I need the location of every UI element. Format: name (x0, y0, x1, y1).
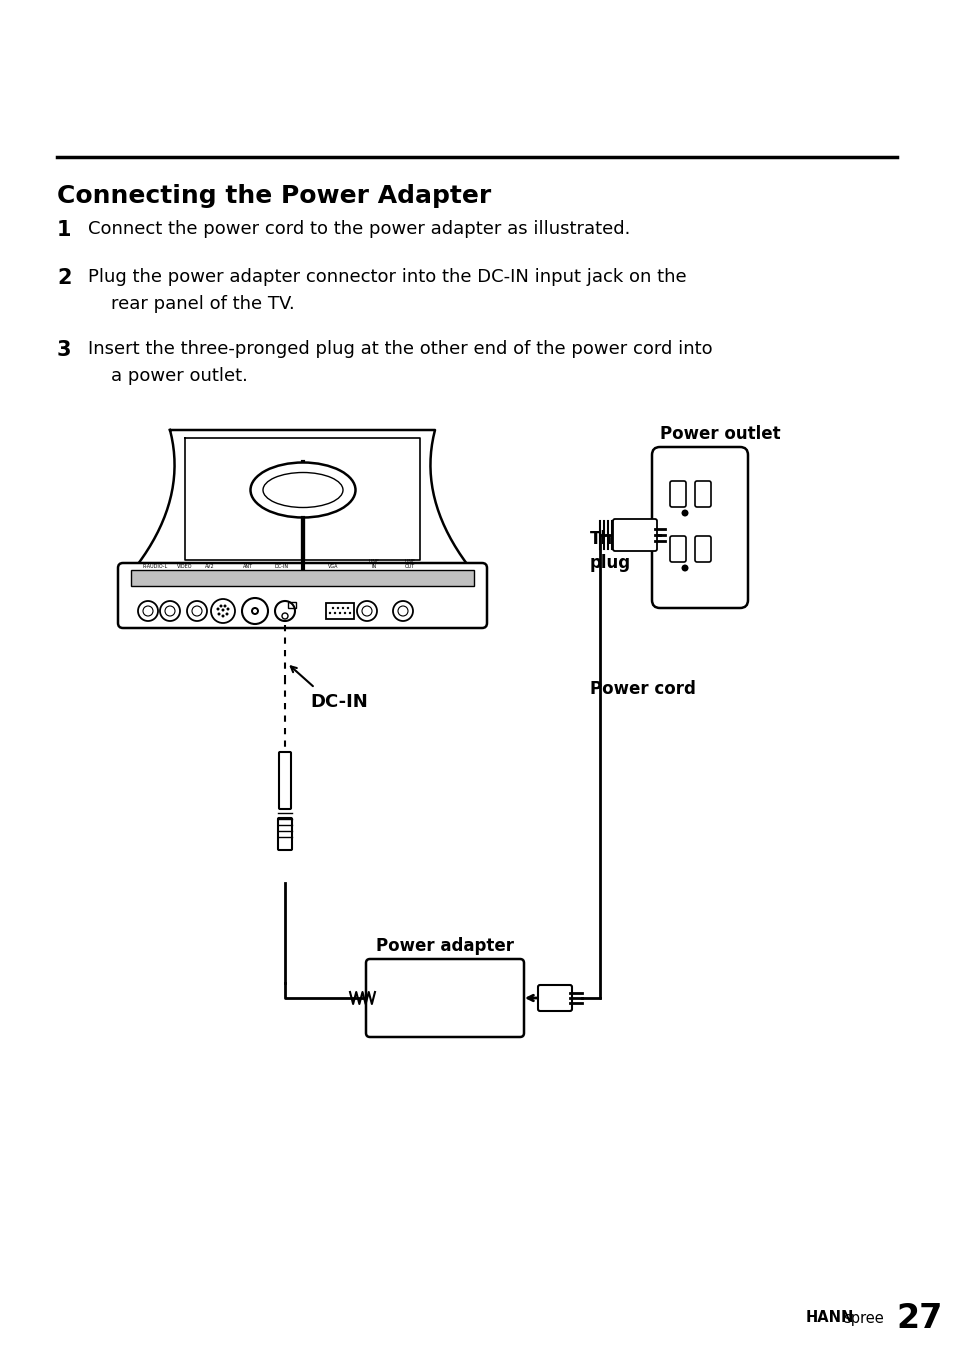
Circle shape (393, 602, 413, 621)
Text: VGA: VGA (328, 564, 338, 569)
Circle shape (187, 602, 207, 621)
Polygon shape (185, 438, 419, 560)
FancyBboxPatch shape (695, 535, 710, 562)
Text: Three-pronged
plug: Three-pronged plug (589, 530, 729, 572)
Text: 2: 2 (57, 268, 71, 288)
Circle shape (334, 612, 335, 614)
Text: Plug the power adapter connector into the DC-IN input jack on the
    rear panel: Plug the power adapter connector into th… (88, 268, 686, 314)
Circle shape (253, 608, 256, 612)
Ellipse shape (251, 462, 355, 518)
Circle shape (217, 612, 220, 615)
Circle shape (223, 604, 226, 607)
Text: 27: 27 (895, 1302, 942, 1334)
Bar (131, 571, 474, 585)
Circle shape (332, 607, 334, 610)
Circle shape (221, 615, 224, 618)
Circle shape (216, 607, 219, 611)
Circle shape (343, 612, 346, 614)
Text: Power outlet: Power outlet (659, 425, 780, 443)
FancyBboxPatch shape (277, 818, 292, 850)
Text: Power adapter: Power adapter (375, 937, 514, 955)
FancyBboxPatch shape (278, 752, 291, 808)
Circle shape (226, 607, 230, 611)
Circle shape (219, 604, 222, 607)
Circle shape (680, 565, 688, 572)
Text: 3: 3 (57, 339, 71, 360)
Text: DC-IN: DC-IN (274, 564, 289, 569)
Text: Connecting the Power Adapter: Connecting the Power Adapter (57, 184, 491, 208)
Circle shape (338, 612, 341, 614)
FancyBboxPatch shape (669, 481, 685, 507)
Circle shape (349, 612, 351, 614)
Text: VIDEO: VIDEO (177, 564, 193, 569)
Circle shape (211, 599, 234, 623)
Text: LINE
IN: LINE IN (368, 558, 379, 569)
FancyBboxPatch shape (651, 448, 747, 608)
Text: R-AUDIO-L: R-AUDIO-L (142, 564, 168, 569)
Text: Power cord: Power cord (589, 680, 695, 698)
Text: LINE
OUT: LINE OUT (404, 558, 416, 569)
Circle shape (221, 608, 224, 611)
Circle shape (341, 607, 344, 610)
Circle shape (225, 612, 229, 615)
Circle shape (160, 602, 180, 621)
FancyBboxPatch shape (695, 481, 710, 507)
FancyBboxPatch shape (537, 986, 572, 1011)
Text: Insert the three-pronged plug at the other end of the power cord into
    a powe: Insert the three-pronged plug at the oth… (88, 339, 712, 385)
Text: HANN: HANN (805, 1310, 854, 1325)
Circle shape (336, 607, 339, 610)
Polygon shape (135, 430, 470, 568)
Circle shape (329, 612, 331, 614)
FancyBboxPatch shape (613, 519, 657, 552)
Text: ANT: ANT (243, 564, 253, 569)
Circle shape (347, 607, 349, 610)
Text: AV2: AV2 (205, 564, 214, 569)
FancyBboxPatch shape (669, 535, 685, 562)
Text: spree: spree (842, 1310, 882, 1325)
Circle shape (242, 598, 268, 625)
Circle shape (680, 510, 688, 516)
Circle shape (274, 602, 294, 621)
FancyBboxPatch shape (118, 562, 486, 627)
Bar (326, 603, 354, 619)
Circle shape (251, 607, 258, 615)
Circle shape (138, 602, 158, 621)
Text: DC-IN: DC-IN (310, 694, 367, 711)
Circle shape (356, 602, 376, 621)
FancyBboxPatch shape (366, 959, 523, 1037)
Text: Connect the power cord to the power adapter as illustrated.: Connect the power cord to the power adap… (88, 220, 630, 238)
Bar (288, 602, 295, 608)
Text: 1: 1 (57, 220, 71, 241)
